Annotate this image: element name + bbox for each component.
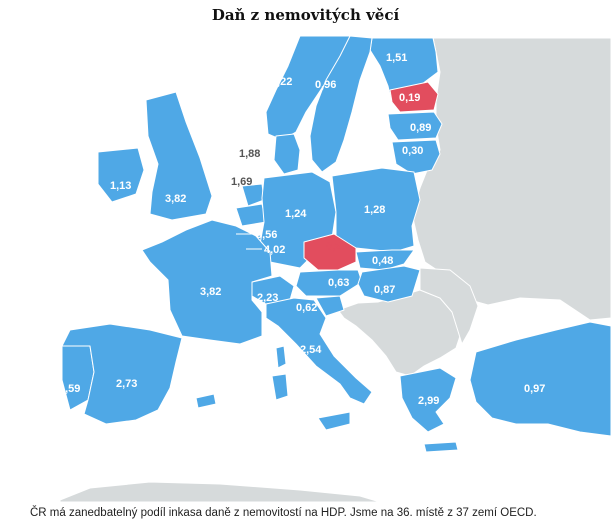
label-austria: 0,63 [328,277,349,289]
country-latvia [387,111,443,141]
country-lithuania [391,139,441,175]
label-norway: 1,22 [271,76,292,88]
label-estonia: 0,19 [399,92,420,104]
europe-map: 1,51 1,22 0,96 0,19 0,89 0,30 1,88 1,13 … [59,35,611,502]
leader-lines [236,233,262,250]
country-corsica [275,345,287,369]
country-sweden [309,35,373,173]
label-germany: 1,24 [285,208,307,220]
label-latvia: 0,89 [410,122,431,134]
label-spain: 2,73 [116,378,137,390]
label-finland: 1,51 [386,52,407,64]
country-ireland [97,147,145,203]
label-denmark: 1,88 [239,148,260,160]
country-hungary [357,265,421,303]
romania-bulgaria [419,267,479,346]
country-sicily [317,411,351,431]
oecd-countries [61,35,611,453]
label-czech: 0,20 [326,241,347,253]
country-france [141,219,273,345]
country-crete [423,441,459,453]
non-oecd-land [59,37,611,502]
label-ireland: 1,13 [110,180,131,192]
country-belgium [235,203,267,227]
country-balearic [195,393,217,409]
country-slovenia [315,295,345,317]
country-poland [331,167,421,253]
label-italy: 2,54 [300,344,322,356]
country-czech [303,233,357,271]
russia-belarus-ukraine [411,37,611,321]
north-africa [59,481,381,502]
label-portugal: 1,59 [59,383,80,395]
label-greece: 2,99 [418,395,439,407]
label-netherlands: 1,69 [231,176,252,188]
label-slovakia: 0,48 [372,255,393,267]
label-sweden: 0,96 [315,79,336,91]
label-slovenia: 0,62 [296,302,317,314]
label-uk: 3,82 [165,193,186,205]
label-hungary: 0,87 [374,284,395,296]
label-france: 3,82 [200,286,221,298]
label-belgium: 3,56 [256,229,277,241]
country-uk [145,91,213,221]
label-turkey: 0,97 [524,383,545,395]
country-austria [295,269,363,297]
balkans [337,289,463,377]
country-estonia [389,81,439,113]
label-lithuania: 0,30 [402,145,423,157]
country-italy [265,297,373,405]
country-turkey [469,321,611,437]
label-luxembourg: 4,02 [264,244,285,256]
label-poland: 1,28 [364,204,385,216]
footer-caption: ČR má zanedbatelný podíl inkasa daně z n… [30,507,537,519]
country-sardinia [271,373,289,401]
country-denmark [273,133,301,175]
value-labels: 1,51 1,22 0,96 0,19 0,89 0,30 1,88 1,13 … [59,52,545,407]
country-greece [399,367,457,433]
map-title: Daň z nemovitých věcí [211,6,400,24]
country-slovakia [355,249,415,271]
country-spain [61,323,183,425]
label-switzerland: 2,23 [257,292,278,304]
